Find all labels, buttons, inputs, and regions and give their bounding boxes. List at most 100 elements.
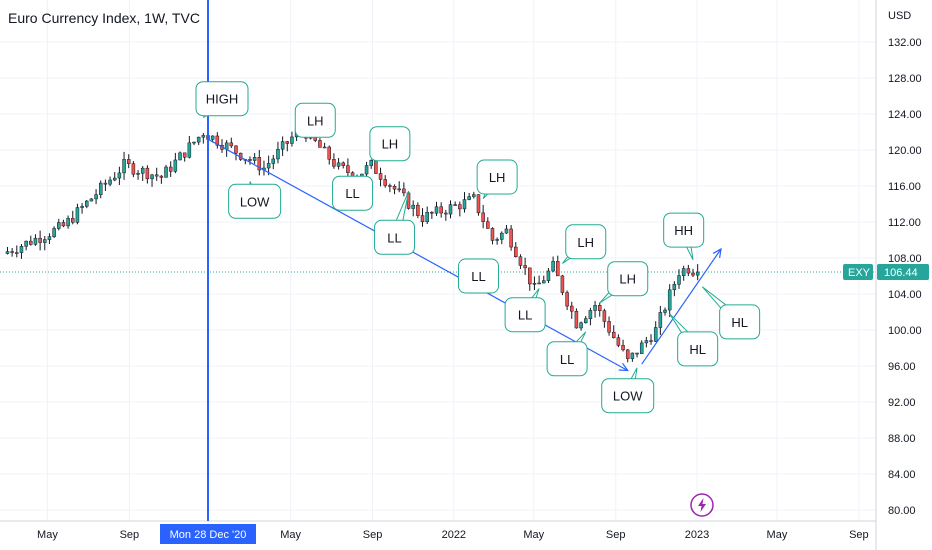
candle-up [504,228,509,234]
candle-down [154,174,159,177]
candle-down [621,345,625,351]
candle-down [126,159,131,164]
time-tick-label: May [37,529,58,541]
candle-up [122,159,126,174]
candle-down [556,261,560,277]
candle-down [528,267,532,285]
crosshair-date-label: Mon 28 Dec '20 [170,529,247,541]
candle-up [117,172,122,179]
candle-down [691,272,695,276]
candle-up [173,159,178,172]
callout: LL [504,288,546,333]
candle-up [653,327,658,342]
candle-up [57,222,61,229]
candle-up [532,283,537,285]
candle-up [108,179,112,185]
candle-down [616,337,621,346]
candle-down [29,240,33,245]
callout: LH [562,224,607,264]
candle-down [453,204,457,206]
callout-seam [579,235,592,248]
candle-down [602,310,607,322]
callout-label: LL [518,308,532,323]
price-tick-label: 128.00 [888,73,922,85]
price-tick-label: 96.00 [888,361,916,373]
candle-up [271,158,276,164]
callout: HIGH [195,81,249,119]
callout-label: LOW [613,389,643,404]
callout-seam [621,272,634,285]
time-axis: May Sep May Sep 2022 May Sep 2023 May Sep Mon 28 D… [37,524,869,544]
callout-seam [691,342,704,355]
callout-label: LL [387,230,401,245]
candle-down [327,146,332,160]
trendlines [207,138,722,372]
crosshair-date-badge [160,524,256,544]
candle-down [570,305,574,312]
candle-up [89,198,94,202]
price-badges: EXY 106.44 [843,264,929,281]
candle-up [80,206,84,208]
candle-down [509,228,513,248]
symbol-badge [843,264,873,281]
callout-label: LL [560,352,574,367]
candle-up [677,275,681,285]
candle-up [658,312,663,328]
trendline [207,138,629,372]
candle-up [52,228,56,237]
callout-label: LH [382,137,399,152]
candle-down [518,256,523,266]
candle-up [19,246,24,253]
candle-up [140,167,145,174]
candle-up [33,237,38,245]
candle-down [458,204,462,210]
time-tick-label: May [523,529,544,541]
candle-down [597,305,602,311]
candle-up [24,240,28,247]
candle-down [145,167,150,180]
candle-up [467,196,471,200]
candle-down [625,349,630,359]
callout: LH [476,159,518,199]
candle-down [378,173,383,180]
callout-seam [248,195,261,208]
candle-down [131,163,136,175]
callout-label: HIGH [206,92,239,107]
symbol-badge-text: EXY [848,267,871,279]
callout-seam [519,308,532,321]
annotations: HIGH LOW LH LL LH LL LH LL LH LL LH LL HH LOW HL HL [195,81,761,414]
candle-down [565,292,569,307]
callout: HL [669,313,719,367]
candle-up [98,182,103,195]
candle-up [252,157,257,161]
candle-down [430,211,434,214]
candle-down [215,135,220,146]
candle-down [486,221,490,229]
candle-down [635,352,639,355]
candle-up [201,135,206,138]
dividend-event-icon[interactable] [690,493,714,517]
candle-down [341,162,345,166]
candle-up [5,251,10,254]
callout: LH [369,126,411,163]
candle-down [420,215,425,223]
price-tick-label: 88.00 [888,433,916,445]
candle-up [112,177,117,181]
callout-label: LH [577,235,594,250]
candle-down [182,152,187,158]
candle-down [38,237,42,243]
callout: LL [457,258,499,294]
candle-up [551,261,555,272]
callout-seam [561,352,574,365]
candle-up [187,142,192,158]
callout-label: LL [471,269,485,284]
candle-down [649,340,653,342]
candle-up [94,194,98,200]
candle-down [318,140,322,148]
price-tick-label: 132.00 [888,37,922,49]
price-tick-label: 104.00 [888,289,922,301]
time-tick-label: Sep [606,529,626,541]
price-tick-label: 120.00 [888,145,922,157]
callout: LH [599,261,649,304]
